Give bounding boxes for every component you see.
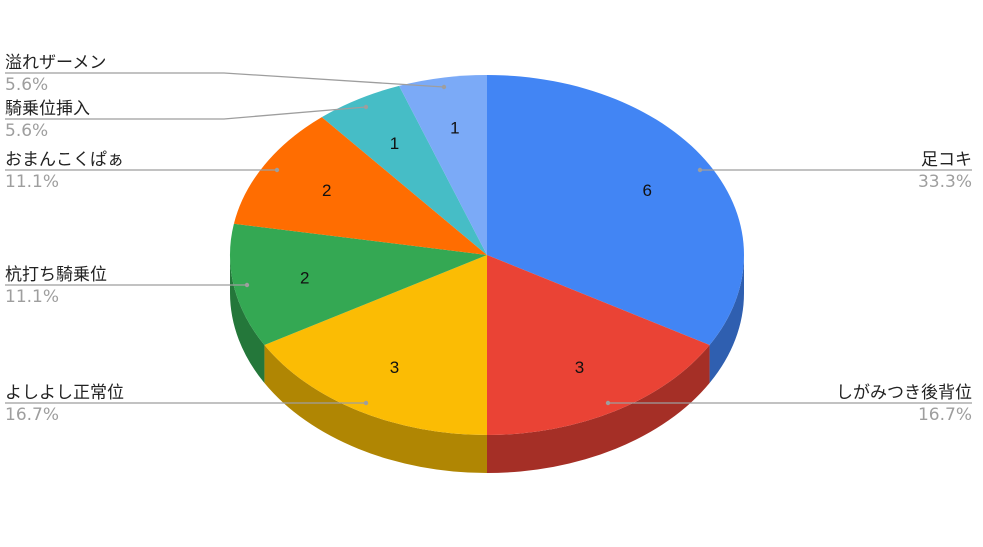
pie-sides (230, 255, 744, 473)
slice-side-1 (487, 345, 710, 473)
value-label: 3 (390, 358, 399, 377)
leader-dot (363, 400, 369, 406)
slice-percent: 11.1% (5, 172, 59, 192)
value-label: 3 (575, 358, 584, 377)
slice-label: 足コキ (921, 150, 972, 170)
leader-line (5, 72, 445, 88)
pie-slice[interactable] (233, 117, 487, 255)
slice-percent: 16.7% (918, 405, 972, 425)
value-label: 1 (390, 134, 399, 153)
leader-lines (5, 72, 972, 406)
slice-percent: 16.7% (5, 405, 59, 425)
pie-slice[interactable] (264, 255, 487, 435)
slice-label: 杭打ち騎乗位 (5, 265, 107, 285)
leader-dot (274, 167, 280, 173)
pie-slices (229, 75, 744, 435)
value-label: 2 (322, 181, 331, 200)
value-label: 6 (643, 181, 652, 200)
slice-percent: 5.6% (5, 75, 48, 95)
slice-label: よしよし正常位 (5, 383, 124, 403)
pie-slice[interactable] (399, 75, 487, 255)
leader-dot (697, 167, 703, 173)
slice-percent: 33.3% (918, 172, 972, 192)
leader-line (5, 106, 367, 120)
pie-slice[interactable] (229, 223, 487, 345)
leader-dot (441, 84, 447, 90)
slice-side-0 (709, 255, 744, 383)
leader-dot (244, 282, 250, 288)
slice-label: 溢れザーメン (5, 53, 106, 73)
slice-labels: 足コキ33.3%しがみつき後背位16.7%よしよし正常位16.7%杭打ち騎乗位1… (5, 53, 972, 425)
value-label: 2 (300, 269, 309, 288)
value-labels: 6 3 3 2 2 1 1 (300, 118, 652, 377)
pie-slice[interactable] (321, 85, 487, 255)
slice-label: しがみつき後背位 (836, 383, 972, 403)
slice-label: おまんこくぱぁ (5, 150, 124, 170)
leader-dot (363, 104, 369, 110)
value-label: 1 (450, 118, 459, 137)
slice-percent: 11.1% (5, 287, 59, 307)
leader-dot (605, 400, 611, 406)
pie-slice[interactable] (487, 75, 744, 345)
slice-side-3 (230, 255, 265, 383)
slice-percent: 5.6% (5, 121, 48, 141)
pie-slice[interactable] (487, 255, 710, 435)
slice-side-2 (264, 345, 487, 473)
slice-label: 騎乗位挿入 (5, 99, 90, 119)
